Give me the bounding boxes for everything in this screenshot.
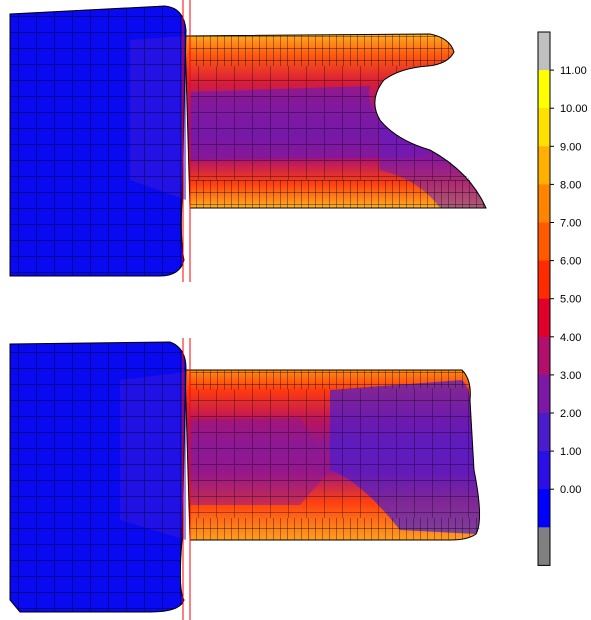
scale-label: 4.00 (560, 332, 581, 344)
bottom-arm-mesh-upper (190, 370, 470, 390)
scale-label: 10.00 (560, 103, 588, 115)
scale-band (538, 527, 550, 566)
top-arm-outline (184, 33, 487, 209)
top-arm-mesh-mid (190, 66, 470, 180)
scale-band (538, 146, 550, 185)
scale-band (538, 298, 550, 338)
top-arm-mesh-lower (190, 180, 486, 208)
die-walls (182, 0, 191, 620)
bottom-billet-mesh (9, 341, 187, 613)
top-billet-mesh (9, 5, 187, 277)
bottom-arm-outline (184, 369, 481, 541)
scale-label: 7.00 (560, 218, 581, 230)
scale-band (538, 32, 550, 71)
color-scale-legend: 11.00 10.00 9.00 8.00 7.00 6.00 5.00 4.00 3.00 2.… (537, 31, 588, 566)
scale-band (538, 184, 550, 223)
scale-band (538, 489, 550, 528)
top-part (9, 5, 487, 277)
bottom-arm-mesh-lower (190, 518, 480, 540)
scale-label: 5.00 (560, 294, 581, 306)
bottom-part (9, 341, 481, 613)
scale-label: 6.00 (560, 256, 581, 268)
scale-label: 9.00 (560, 141, 581, 153)
bottom-arm-mesh-mid (190, 388, 480, 518)
top-arm-mesh-upper (190, 34, 454, 66)
scale-label: 3.00 (560, 370, 581, 382)
scale-band (538, 222, 550, 262)
scale-label: 11.00 (560, 65, 587, 77)
scale-label: 1.00 (560, 446, 581, 458)
scale-band (538, 336, 550, 376)
scale-band (538, 374, 550, 414)
scale-label: 8.00 (560, 179, 581, 191)
scale-band (538, 260, 550, 300)
scale-label: 2.00 (560, 408, 581, 420)
scale-band (538, 451, 550, 490)
scale-band (538, 108, 550, 147)
scale-band (538, 70, 550, 109)
scale-band (538, 413, 550, 452)
scale-label: 0.00 (560, 484, 581, 496)
